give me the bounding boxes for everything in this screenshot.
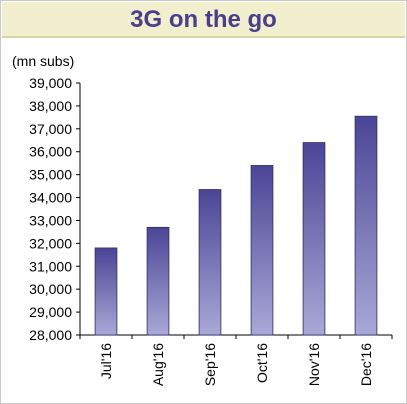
y-tick-label: 30,000 [29,281,72,297]
x-tick-label: Oct'16 [254,343,270,383]
y-tick-label: 32,000 [29,235,72,251]
y-tick-label: 29,000 [29,304,72,320]
x-tick-label: Jul'16 [98,343,114,379]
bar-0 [94,247,118,336]
bar-3 [250,165,274,336]
chart-bars [94,115,378,336]
x-tick-label: Aug'16 [150,343,166,386]
title-bar: 3G on the go [2,2,405,38]
y-tick-labels: 28,000 29,000 30,000 31,000 32,000 33,000 34,0… [29,75,72,343]
x-tick-labels: Jul'16 Aug'16 Sep'16 Oct'16 Nov'16 Dec'16 [98,343,374,386]
y-tick-label: 34,000 [29,190,72,206]
y-tick-label: 28,000 [29,327,72,343]
x-tick-label: Sep'16 [202,343,218,386]
y-tick-label: 38,000 [29,98,72,114]
bar-1 [146,226,170,336]
chart-axes [76,82,393,339]
chart-title: 3G on the go [130,6,277,33]
x-tick-label: Dec'16 [358,343,374,386]
bar-2 [198,189,222,336]
y-tick-label: 33,000 [29,212,72,228]
x-tick-label: Nov'16 [306,343,322,386]
y-tick-label: 31,000 [29,258,72,274]
bar-4 [302,142,326,336]
y-tick-label: 37,000 [29,121,72,137]
y-tick-label: 35,000 [29,167,72,183]
y-unit-label: (mn subs) [12,53,74,69]
y-tick-label: 39,000 [29,75,72,91]
y-tick-label: 36,000 [29,144,72,160]
bar-5 [354,115,378,336]
